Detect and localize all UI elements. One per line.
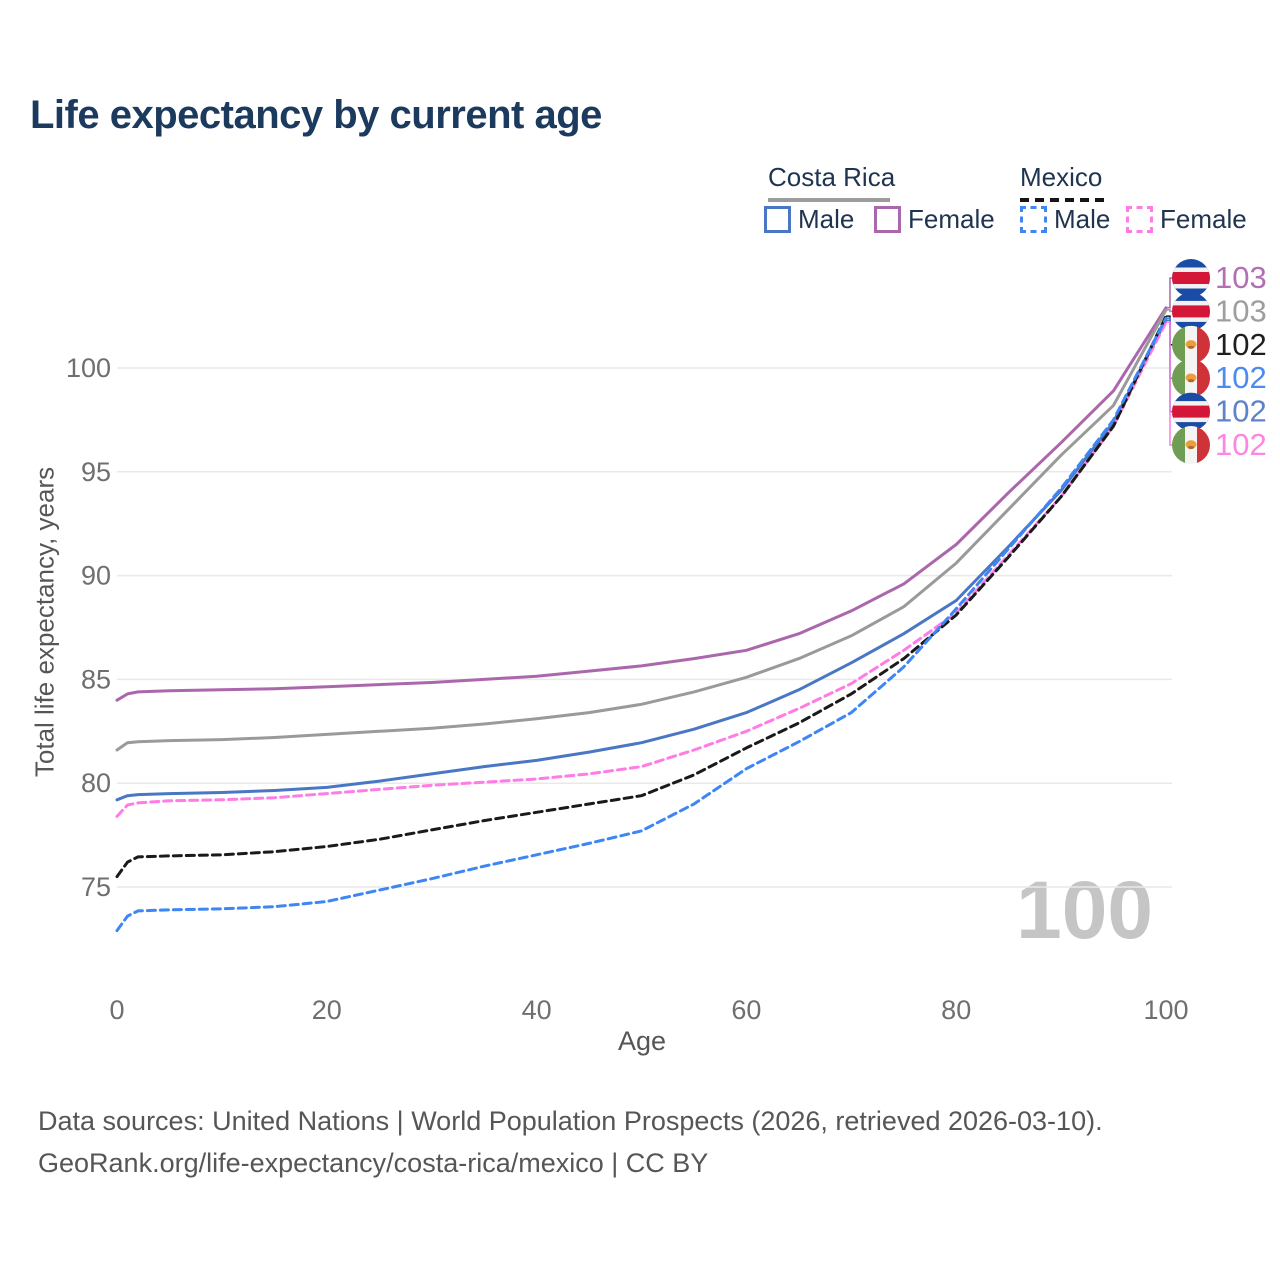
y-tick-label-95: 95	[81, 457, 111, 487]
series-line-mexico-male	[115, 316, 1168, 933]
legend-label: Female	[1160, 204, 1247, 234]
y-tick-label-100: 100	[66, 353, 111, 383]
legend-item-costa-rica-female: Female	[874, 204, 995, 235]
end-label-value-costa-rica-female: 103	[1215, 260, 1267, 295]
end-label-value-costa-rica-both: 103	[1215, 293, 1267, 328]
y-tick-label-75: 75	[81, 872, 111, 902]
x-tick-label-40: 40	[522, 995, 552, 1025]
series-line-mexico-both	[115, 314, 1168, 879]
legend-solid-line-sample	[768, 198, 890, 202]
x-tick-label-60: 60	[731, 995, 761, 1025]
legend-group-mexico-label: Mexico	[1020, 162, 1103, 192]
legend-group-costa-rica-label: Costa Rica	[768, 162, 896, 192]
legend-label: Male	[1054, 204, 1111, 234]
page-title: Life expectancy by current age	[30, 93, 602, 137]
x-tick-label-0: 0	[109, 995, 124, 1025]
costa-rica-female-swatch-icon	[874, 206, 901, 233]
series-line-costa-rica-both	[115, 308, 1168, 752]
legend-group-mexico: Mexico	[1020, 162, 1108, 202]
legend-dashed-line-sample	[1020, 198, 1108, 202]
mexico-male-swatch-icon	[1020, 206, 1047, 233]
y-tick-label-85: 85	[81, 664, 111, 694]
costa-rica-flag-icon	[1172, 292, 1210, 330]
end-label-value-costa-rica-male: 102	[1215, 394, 1267, 429]
mexico-flag-icon	[1172, 426, 1210, 464]
legend-item-mexico-male: Male	[1020, 204, 1110, 235]
y-tick-label-90: 90	[81, 561, 111, 591]
x-tick-label-20: 20	[312, 995, 342, 1025]
mexico-flag-icon	[1172, 326, 1210, 364]
legend-label: Female	[908, 204, 995, 234]
series-line-costa-rica-male	[115, 318, 1168, 802]
legend-item-costa-rica-male: Male	[764, 204, 854, 235]
footer-data-sources: Data sources: United Nations | World Pop…	[38, 1106, 1103, 1136]
legend-group-costa-rica: Costa Rica	[768, 162, 895, 202]
series-line-costa-rica-female	[115, 306, 1168, 702]
x-axis-title: Age	[617, 1026, 667, 1056]
footer-attribution: GeoRank.org/life-expectancy/costa-rica/m…	[38, 1148, 709, 1178]
age-watermark: 100	[1016, 865, 1153, 956]
legend-label: Male	[798, 204, 855, 234]
x-tick-label-80: 80	[941, 995, 971, 1025]
y-tick-label-80: 80	[81, 768, 111, 798]
end-label-value-mexico-female: 102	[1215, 427, 1267, 462]
costa-rica-flag-icon	[1172, 393, 1210, 431]
end-label-value-mexico-both: 102	[1215, 327, 1267, 362]
mexico-flag-icon	[1172, 359, 1210, 397]
x-tick-label-100: 100	[1143, 995, 1188, 1025]
mexico-female-swatch-icon	[1126, 206, 1153, 233]
end-label-value-mexico-male: 102	[1215, 360, 1267, 395]
legend-item-mexico-female: Female	[1126, 204, 1247, 235]
costa-rica-flag-icon	[1172, 259, 1210, 297]
costa-rica-male-swatch-icon	[764, 206, 791, 233]
end-label-connector-costa-rica-male	[1166, 319, 1177, 413]
